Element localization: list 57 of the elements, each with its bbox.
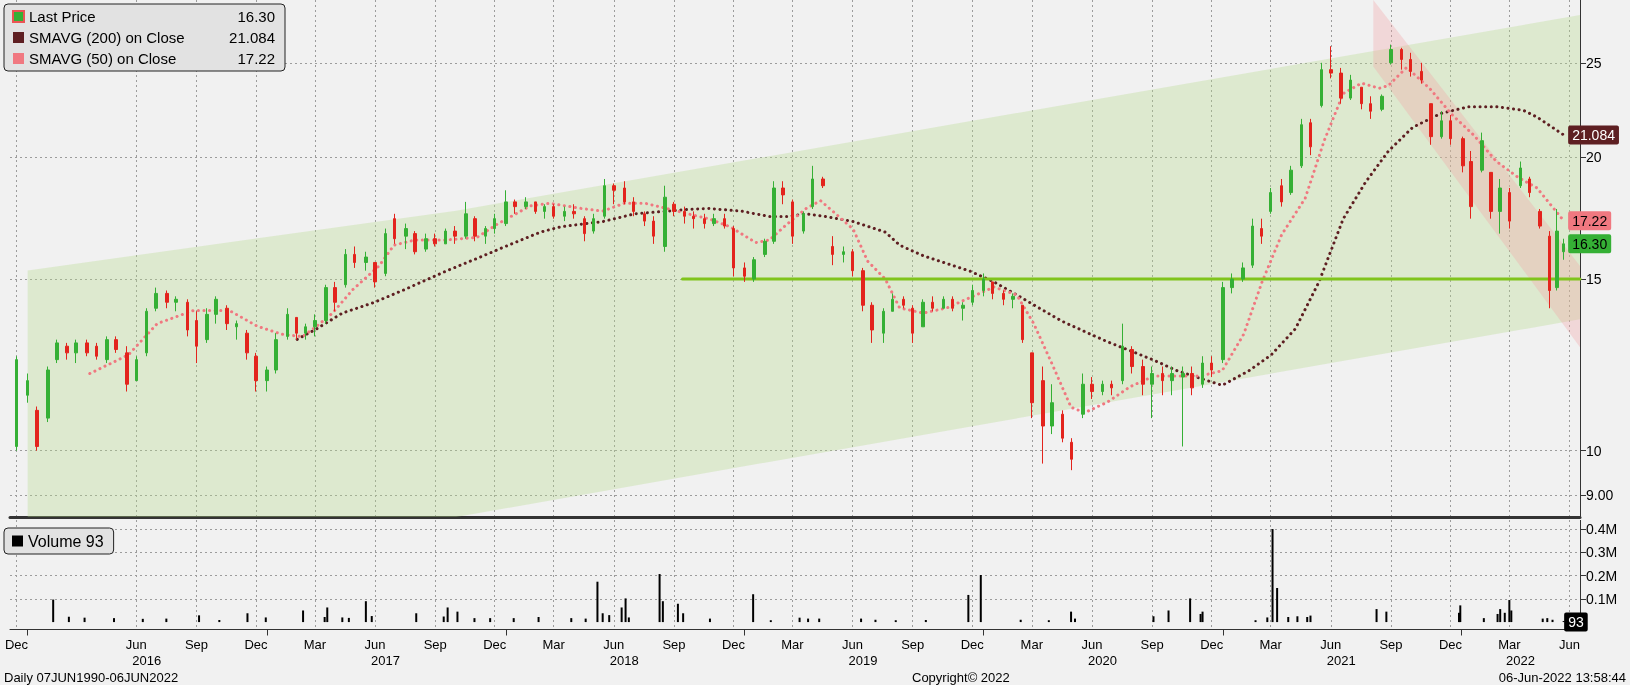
x-tick-label: Jun [1559, 636, 1581, 652]
x-tick-label: Dec [1438, 636, 1463, 652]
y-tick-label: 9.00 [1586, 487, 1614, 504]
y-tick-label: 15 [1586, 271, 1602, 288]
x2-tick-label: 2018 [609, 652, 639, 668]
text: 16.30 [1572, 235, 1608, 252]
text: 16.30 [237, 8, 275, 25]
x-tick-label: Dec [244, 636, 269, 652]
x2-tick-label: 2020 [1088, 652, 1117, 668]
legend-label: Volume [28, 532, 86, 550]
x2-tick-label: 2016 [132, 652, 162, 668]
x-tick-label: Mar [303, 636, 327, 652]
x-tick-label: Mar [542, 636, 566, 652]
x-tick-label: Sep [184, 636, 209, 652]
text: 93 [85, 532, 104, 550]
x-tick-label: Jun [603, 636, 625, 652]
y-tick-label: 0.4M [1586, 521, 1618, 538]
y-tick-label: 25 [1586, 54, 1602, 71]
legend-label: SMAVG (50) on Close [29, 50, 177, 67]
y-tick-label: 0.3M [1586, 544, 1618, 561]
text: Daily 07JUN1990-06JUN2022 [4, 670, 179, 685]
x-tick-label: Dec [1200, 636, 1224, 652]
x-tick-label: Jun [125, 636, 147, 652]
x-tick-label: Jun [1081, 636, 1103, 652]
text: 17.22 [237, 50, 275, 67]
y-tick-label: 20 [1586, 149, 1602, 166]
x-tick-label: Sep [423, 636, 447, 652]
x-tick-label: Mar [1498, 636, 1522, 652]
x-tick-label: Sep [1140, 636, 1164, 652]
legend-label: Last Price [29, 8, 96, 25]
text: 06-Jun-2022 13:58:44 [1498, 670, 1627, 685]
x-tick-label: Dec [4, 636, 29, 652]
x-tick-label: Jun [364, 636, 386, 652]
x2-tick-label: 2019 [848, 652, 878, 668]
x-tick-label: Jun [842, 636, 864, 652]
x-tick-label: Sep [1379, 636, 1403, 652]
y-tick-label: 10 [1586, 442, 1602, 459]
y-tick-label: 0.2M [1586, 567, 1618, 584]
x2-tick-label: 2022 [1506, 652, 1535, 668]
x-tick-label: Dec [960, 636, 985, 652]
x-tick-label: Sep [901, 636, 925, 652]
legend-label: SMAVG (200) on Close [29, 29, 185, 46]
x2-tick-label: 2021 [1326, 652, 1356, 668]
x-tick-label: Jun [1320, 636, 1342, 652]
x-tick-label: Dec [483, 636, 507, 652]
data-label: 93 [1568, 614, 1584, 631]
text: Copyright© 2022 [912, 670, 1010, 685]
x-tick-label: Mar [781, 636, 805, 652]
x-tick-label: Mar [1020, 636, 1044, 652]
text: 21.084 [229, 29, 275, 46]
x2-tick-label: 2017 [371, 652, 400, 668]
y-tick-label: 0.1M [1586, 590, 1618, 607]
x-tick-label: Sep [662, 636, 686, 652]
x-tick-label: Dec [721, 636, 746, 652]
data-label: 21.084 [1572, 126, 1616, 143]
data-label: 17.22 [1572, 212, 1608, 229]
x-tick-label: Mar [1259, 636, 1283, 652]
